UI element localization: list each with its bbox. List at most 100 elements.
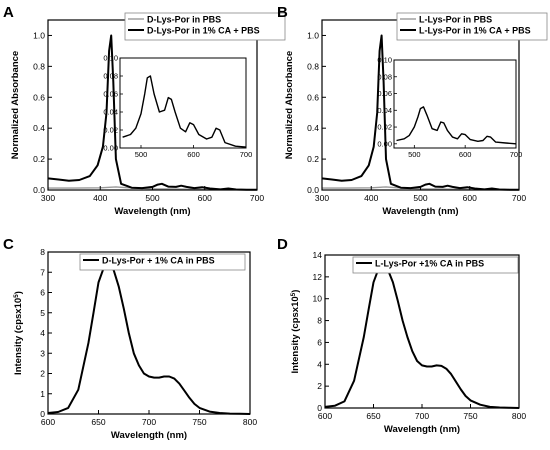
inset-plot: 500 600 700 0.00 0.02 0.04 0.06 0.08 0.10 xyxy=(103,54,252,160)
x-tick-label: 650 xyxy=(91,417,105,427)
x-tick-label: 700 xyxy=(512,193,526,203)
inset-y-tick-label: 0.04 xyxy=(103,108,118,117)
series-line-1 xyxy=(47,263,251,415)
panel-b: B 300 400 500 600 700 0.0 0.2 0.4 0.6 0.8 1.0 Wavele… xyxy=(277,4,548,217)
x-tick-label: 600 xyxy=(318,411,332,421)
series-line-2 xyxy=(321,34,520,191)
y-tick-label: 0.4 xyxy=(307,123,319,133)
inset-x-tick-label: 600 xyxy=(459,150,472,159)
series-line-1 xyxy=(324,264,520,409)
y-tick-label: 0.6 xyxy=(307,92,319,102)
legend: D-Lys-Por + 1% CA in PBS xyxy=(79,253,246,271)
x-tick-label: 800 xyxy=(243,417,257,427)
y-tick-label: 0 xyxy=(317,403,322,413)
x-tick-label: 600 xyxy=(198,193,212,203)
y-tick-label: 0.4 xyxy=(33,123,45,133)
inset-x-tick-label: 500 xyxy=(408,150,421,159)
inset-series-line xyxy=(396,106,517,145)
inset-plot: 500 600 700 0.00 0.02 0.04 0.06 0.08 0.10 xyxy=(377,56,522,160)
inset-y-tick-label: 0.10 xyxy=(103,54,118,63)
y-tick-label: 0.2 xyxy=(33,154,45,164)
y-tick-label: 6 xyxy=(40,288,45,298)
inset-frame xyxy=(393,59,517,149)
panel-c: C 600 650 700 750 800 0 1 2 3 4 5 6 7 8 Wavelength (nm)… xyxy=(3,236,257,441)
inset-x-tick-label: 700 xyxy=(510,150,523,159)
plot-frame xyxy=(324,254,520,409)
panel-a: A 300 400 500 600 700 0.0 0.2 0.4 0.6 0.8 1.0 Wavele… xyxy=(3,4,286,217)
x-tick-label: 700 xyxy=(250,193,264,203)
panel-letter: A xyxy=(3,4,14,21)
x-tick-label: 800 xyxy=(512,411,526,421)
x-tick-label: 300 xyxy=(315,193,329,203)
x-tick-label: 600 xyxy=(41,417,55,427)
inset-y-tick-label: 0.08 xyxy=(103,72,118,81)
inset-y-tick-label: 0.10 xyxy=(377,56,392,65)
x-tick-label: 700 xyxy=(142,417,156,427)
legend-box xyxy=(124,12,286,41)
x-axis-title: Wavelength (nm) xyxy=(382,206,458,217)
y-tick-label: 4 xyxy=(317,359,322,369)
y-tick-label: 2 xyxy=(40,369,45,379)
x-tick-label: 750 xyxy=(192,417,206,427)
y-tick-label: 0.8 xyxy=(33,61,45,71)
plot-frame xyxy=(47,19,258,191)
legend-entry: L-Lys-Por in PBS xyxy=(419,15,492,25)
inset-series-line xyxy=(122,75,247,148)
y-tick-label: 12 xyxy=(313,272,323,282)
y-tick-label: 1.0 xyxy=(307,30,319,40)
legend-box xyxy=(352,256,519,274)
y-tick-label: 14 xyxy=(313,250,323,260)
y-tick-label: 0.0 xyxy=(307,185,319,195)
x-tick-label: 700 xyxy=(415,411,429,421)
legend-box xyxy=(79,253,246,271)
y-tick-label: 0.0 xyxy=(33,185,45,195)
inset-frame xyxy=(119,57,247,149)
inset-y-tick-label: 0.00 xyxy=(103,144,118,153)
x-axis-title: Wavelength (nm) xyxy=(384,424,460,435)
y-axis-title: Normalized Absorbance xyxy=(284,51,295,159)
x-tick-label: 400 xyxy=(93,193,107,203)
legend-entry: L-Lys-Por in 1% CA + PBS xyxy=(419,26,531,36)
x-axis-title: Wavelength (nm) xyxy=(114,206,190,217)
y-tick-label: 0.2 xyxy=(307,154,319,164)
inset-x-tick-label: 700 xyxy=(240,150,253,159)
inset-x-tick-label: 500 xyxy=(135,150,148,159)
y-tick-label: 1 xyxy=(40,389,45,399)
y-tick-label: 10 xyxy=(313,294,323,304)
legend-box xyxy=(396,12,548,41)
x-tick-label: 500 xyxy=(145,193,159,203)
panel-letter: B xyxy=(277,4,288,21)
x-tick-label: 600 xyxy=(463,193,477,203)
y-tick-label: 0 xyxy=(40,409,45,419)
inset-y-tick-label: 0.08 xyxy=(377,72,392,81)
y-tick-label: 6 xyxy=(317,337,322,347)
legend-entry: D-Lys-Por + 1% CA in PBS xyxy=(102,256,215,266)
inset-y-tick-label: 0.00 xyxy=(377,139,392,148)
panel-letter: C xyxy=(3,236,14,253)
x-tick-label: 300 xyxy=(41,193,55,203)
y-tick-label: 1.0 xyxy=(33,30,45,40)
legend-entry: L-Lys-Por +1% CA in PBS xyxy=(375,259,484,269)
y-tick-label: 8 xyxy=(317,316,322,326)
y-tick-label: 0.8 xyxy=(307,61,319,71)
x-tick-label: 500 xyxy=(413,193,427,203)
inset-y-tick-label: 0.06 xyxy=(377,89,392,98)
y-tick-label: 3 xyxy=(40,348,45,358)
x-tick-label: 400 xyxy=(364,193,378,203)
y-tick-label: 8 xyxy=(40,247,45,257)
y-tick-label: 7 xyxy=(40,267,45,277)
plot-frame xyxy=(321,19,520,191)
y-tick-label: 2 xyxy=(317,381,322,391)
legend: L-Lys-Por +1% CA in PBS xyxy=(352,256,519,274)
y-axis-title: Intensity (cpsx105) xyxy=(13,291,25,375)
x-axis-title: Wavelength (nm) xyxy=(111,430,187,441)
y-axis-title: Normalized Absorbance xyxy=(10,51,21,159)
y-tick-label: 4 xyxy=(40,328,45,338)
y-tick-label: 5 xyxy=(40,308,45,318)
legend-entry: D-Lys-Por in 1% CA + PBS xyxy=(147,26,260,36)
inset-y-tick-label: 0.02 xyxy=(103,126,118,135)
x-tick-label: 750 xyxy=(463,411,477,421)
y-tick-label: 0.6 xyxy=(33,92,45,102)
